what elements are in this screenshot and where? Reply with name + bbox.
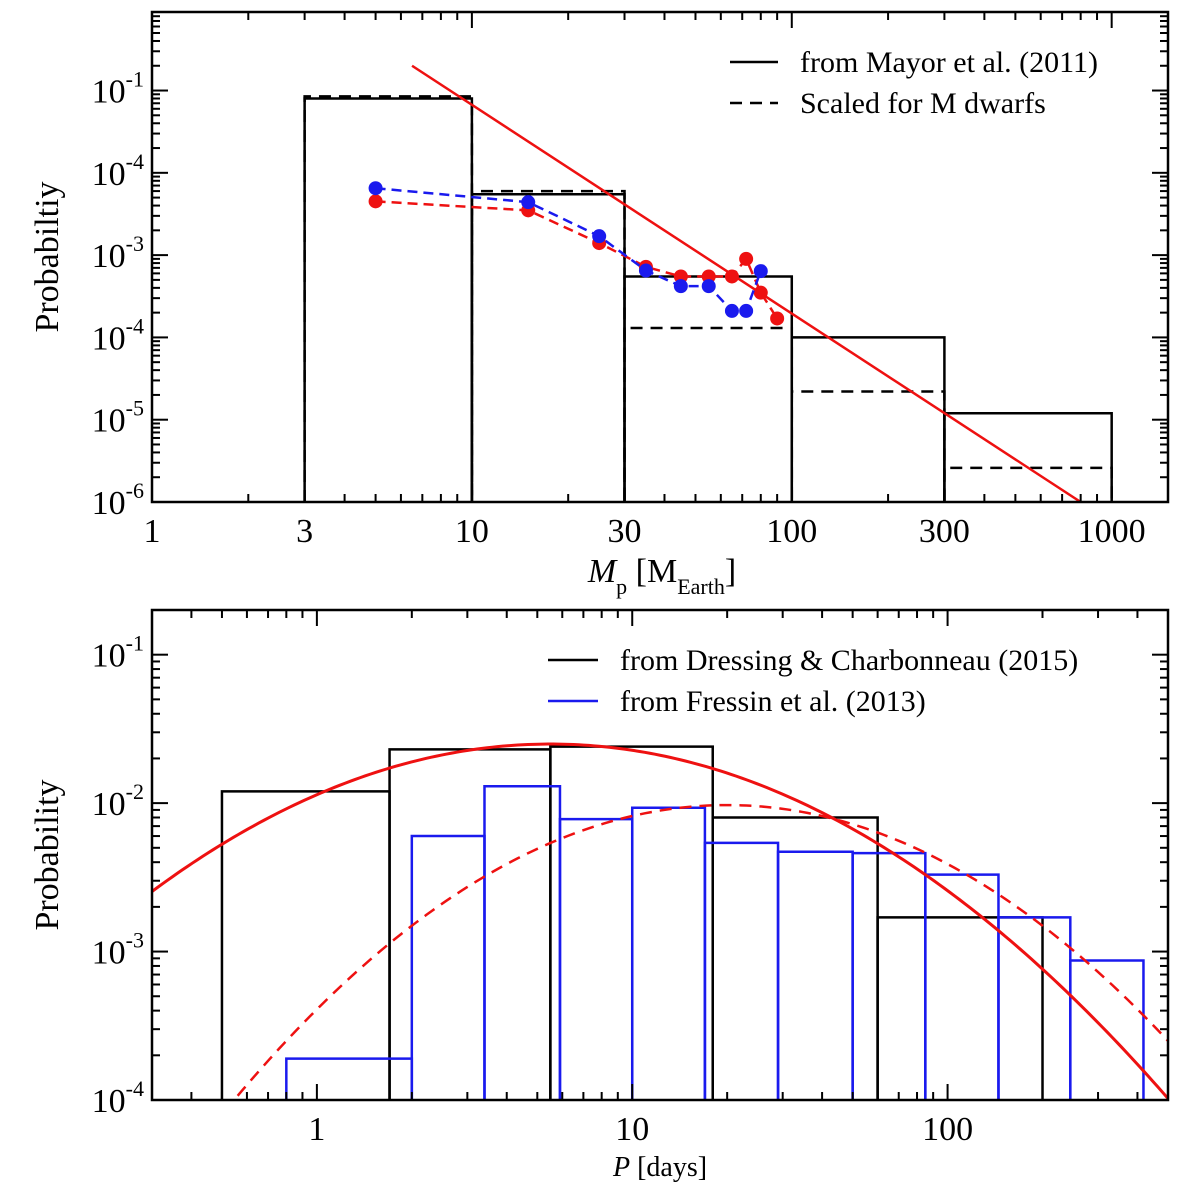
legend-fressin-label: from Fressin et al. (2013) (620, 685, 926, 718)
mass-legend: from Mayor et al. (2011) Scaled for M dw… (730, 46, 1098, 120)
period-y-axis-label: Probability (29, 779, 66, 930)
mass-x-label-sub: p (616, 574, 627, 599)
data-point-1-7 (739, 303, 754, 318)
mass-plot-content (303, 64, 1113, 502)
y-tick-base: 10 (92, 403, 126, 440)
fit-line-0 (411, 64, 1082, 502)
hist-bar-0-1-3 (790, 390, 946, 502)
mass-x-label-close: ] (725, 553, 736, 590)
x-tick-label: 1 (308, 1111, 325, 1148)
mass-histogram-panel: 1 3 10 30 100 300 100010-110-410-310-410-510-6… (29, 10, 1170, 599)
y-tick-exponent: -1 (126, 631, 144, 656)
hist-bar-1-0-4 (876, 916, 1044, 1100)
y-tick-label: 10-4 (92, 313, 144, 357)
data-point-0-9 (770, 311, 785, 326)
x-tick-label: 3 (296, 513, 313, 550)
data-point-1-5 (701, 279, 716, 294)
data-point-0-5 (701, 269, 716, 284)
y-tick-base: 10 (92, 786, 126, 823)
data-point-1-3 (638, 263, 653, 278)
fit-curve-1 (232, 803, 1168, 1100)
y-tick-base: 10 (92, 156, 126, 193)
y-tick-exponent: -5 (126, 396, 144, 421)
y-tick-label: 10-4 (92, 1076, 144, 1120)
y-tick-base: 10 (92, 320, 126, 357)
x-tick-label: 10 (615, 1111, 649, 1148)
y-tick-label: 10-1 (92, 67, 144, 111)
hist-bar-0-1-1 (470, 189, 626, 502)
y-tick-exponent: -4 (126, 1076, 144, 1101)
y-tick-exponent: -6 (126, 478, 144, 503)
mass-plot-frame (150, 10, 1170, 504)
data-point-0-0 (368, 194, 383, 209)
data-point-1-2 (592, 229, 607, 244)
hist-bar-0-1-0 (303, 95, 474, 502)
mass-x-label-unit-sub: Earth (677, 574, 725, 599)
period-plot-content (152, 742, 1168, 1100)
y-tick-label: 10-3 (92, 928, 144, 972)
y-tick-base: 10 (92, 638, 126, 675)
y-tick-base: 10 (92, 935, 126, 972)
y-tick-exponent: -3 (126, 231, 144, 256)
y-tick-label: 10-6 (92, 478, 144, 522)
y-tick-exponent: -1 (126, 67, 144, 92)
y-tick-exponent: -3 (126, 928, 144, 953)
data-point-1-4 (673, 279, 688, 294)
hist-bar-1-1-10 (1069, 959, 1145, 1100)
data-point-1-6 (724, 303, 739, 318)
x-tick-label: 1000 (1078, 513, 1146, 550)
y-tick-exponent: -4 (126, 313, 144, 338)
y-tick-label: 10-4 (92, 149, 144, 193)
y-tick-base: 10 (92, 238, 126, 275)
x-tick-label: 300 (919, 513, 970, 550)
mass-x-axis-label: Mp [MEarth] (587, 553, 736, 599)
legend-dressing-label: from Dressing & Charbonneau (2015) (620, 644, 1078, 677)
plot-area (152, 742, 1168, 1100)
x-tick-label: 100 (922, 1111, 973, 1148)
mass-x-label-unit: [M (627, 553, 677, 590)
y-tick-base: 10 (92, 74, 126, 111)
fit-curve-0 (152, 742, 1168, 1100)
y-tick-base: 10 (92, 1083, 126, 1120)
period-legend: from Dressing & Charbonneau (2015) from … (548, 644, 1078, 718)
data-point-1-0 (368, 181, 383, 196)
x-tick-label: 30 (608, 513, 642, 550)
period-plot-frame (150, 608, 1170, 1102)
data-point-0-8 (753, 285, 768, 300)
period-x-label-symbol: P (612, 1152, 630, 1183)
y-tick-exponent: -2 (126, 779, 144, 804)
period-x-label-unit: [days] (630, 1152, 707, 1183)
y-tick-base: 10 (92, 485, 126, 522)
data-point-1-1 (521, 195, 536, 210)
mass-x-label-symbol: M (587, 553, 618, 590)
y-tick-exponent: -4 (126, 149, 144, 174)
mass-y-axis-label: Probabiltiy (29, 181, 66, 332)
x-tick-label: 10 (455, 513, 489, 550)
y-tick-label: 10-3 (92, 231, 144, 275)
legend-mayor-label: from Mayor et al. (2011) (800, 46, 1098, 79)
x-tick-label: 1 (144, 513, 161, 550)
data-point-0-6 (724, 269, 739, 284)
plot-area (303, 64, 1113, 502)
period-x-axis-label: P [days] (612, 1152, 707, 1183)
y-tick-label: 10-5 (92, 396, 144, 440)
data-point-0-7 (739, 251, 754, 266)
legend-mdwarf-label: Scaled for M dwarfs (800, 87, 1046, 120)
y-tick-label: 10-2 (92, 779, 144, 823)
x-tick-label: 100 (766, 513, 817, 550)
data-point-1-8 (753, 264, 768, 279)
y-tick-label: 10-1 (92, 631, 144, 675)
data-point-0-4 (673, 269, 688, 284)
